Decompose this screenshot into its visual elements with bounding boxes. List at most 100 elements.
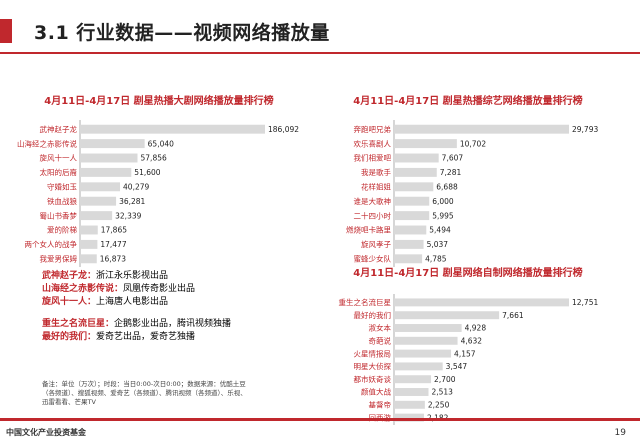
data-label: 5,037	[427, 240, 449, 249]
bar	[394, 124, 569, 134]
bar	[394, 311, 500, 320]
category-label: 花样姐姐	[361, 182, 391, 192]
category-label: 山海经之赤影传说	[17, 138, 77, 148]
title-accent-bar	[0, 19, 12, 43]
bar	[80, 182, 121, 192]
category-label: 蜜蜂少女队	[354, 254, 392, 264]
data-label: 4,928	[465, 324, 487, 333]
bar	[394, 153, 439, 163]
data-label: 5,494	[429, 226, 451, 235]
bar	[80, 239, 98, 249]
data-label: 4,157	[454, 349, 476, 358]
data-label: 36,281	[119, 197, 145, 206]
category-label: 旋风孝子	[361, 239, 391, 249]
category-label: 我们相爱吧	[354, 153, 392, 163]
category-label: 最好的我们	[354, 310, 392, 320]
variety-ranking-chart: 4月11日-4月17日 剧星热播综艺网络播放量排行榜 奔跑吧兄弟 29,793 欢乐喜…	[318, 94, 618, 267]
data-label: 2,700	[434, 375, 456, 384]
chart-title: 4月11日-4月17日 剧星网络自制网络播放量排行榜	[353, 266, 582, 279]
data-label: 2,513	[431, 388, 453, 397]
note-key: 最好的我们：	[42, 332, 97, 342]
note-text: 浙江永乐影视出品	[96, 271, 169, 281]
category-label: 燃烧吧卡路里	[346, 225, 391, 235]
data-label: 32,339	[115, 211, 141, 220]
chart-title: 4月11日-4月17日 剧星热播大剧网络播放量排行榜	[44, 94, 273, 107]
note-key: 重生之名流巨星：	[42, 319, 115, 329]
note-key: 旋风十一人：	[42, 297, 97, 307]
category-label: 明星大侦探	[354, 361, 392, 371]
bar	[394, 388, 429, 396]
bar	[80, 139, 145, 149]
bar	[80, 124, 265, 134]
bar	[80, 211, 113, 221]
bar	[394, 400, 425, 409]
data-label: 40,279	[123, 183, 149, 192]
category-label: 爱的阶梯	[47, 225, 77, 235]
bar	[394, 362, 443, 371]
bar	[394, 298, 569, 307]
category-label: 蜀山书香梦	[40, 210, 78, 220]
data-label: 4,785	[425, 255, 447, 264]
bar	[394, 413, 424, 422]
category-label: 太阳的后裔	[40, 167, 78, 177]
category-label: 我爱男保姆	[40, 254, 78, 264]
data-label: 7,607	[442, 154, 464, 163]
category-label: 淑女本	[369, 323, 392, 333]
category-label: 奇葩说	[369, 336, 392, 346]
category-label: 铁血战狼	[47, 196, 77, 206]
data-label: 57,856	[141, 154, 167, 163]
bar	[394, 139, 457, 149]
note-text: 凤凰传奇影业出品	[123, 284, 196, 294]
bar	[394, 196, 430, 206]
data-label: 16,873	[100, 255, 126, 264]
data-label: 7,281	[440, 168, 462, 177]
data-label: 17,477	[100, 240, 126, 249]
bar	[394, 375, 432, 384]
data-label: 4,632	[461, 337, 483, 346]
footer-organization: 中国文化产业投资基金	[6, 428, 86, 437]
data-label: 51,600	[134, 168, 160, 177]
bar	[394, 254, 423, 264]
note-text: 企鹅影业出品，腾讯视频独播	[114, 319, 232, 329]
bar	[394, 225, 427, 235]
category-label: 颜值大战	[361, 387, 391, 397]
category-label: 火星情报局	[354, 348, 392, 358]
page-title: 3.1 行业数据——视频网络播放量	[34, 22, 330, 44]
data-label: 5,995	[432, 211, 454, 220]
data-label: 2,250	[428, 401, 450, 410]
header-divider	[0, 52, 640, 54]
bar	[394, 239, 424, 249]
data-label: 65,040	[148, 139, 174, 148]
category-label: 欢乐喜剧人	[354, 138, 392, 148]
category-label: 我是歌手	[361, 167, 391, 177]
bar	[80, 153, 138, 163]
note-line: 重生之名流巨星：企鹅影业出品，腾讯视频独播	[42, 318, 272, 331]
data-label: 12,751	[572, 298, 598, 307]
data-label: 10,702	[460, 139, 486, 148]
note-line: 最好的我们：爱奇艺出品，爱奇艺独播	[42, 331, 272, 344]
bar	[394, 336, 458, 345]
category-label: 重生之名流巨星	[339, 297, 392, 307]
bar	[394, 349, 452, 358]
bar	[80, 167, 132, 177]
bar	[80, 225, 98, 235]
note-line: 旋风十一人：上海唐人电影出品	[42, 296, 272, 309]
production-notes: 武神赵子龙：浙江永乐影视出品 山海经之赤影传说：凤凰传奇影业出品 旋风十一人：上…	[42, 270, 272, 344]
bar	[394, 211, 430, 221]
category-label: 奔跑吧兄弟	[354, 124, 392, 134]
data-label: 29,793	[572, 125, 598, 134]
bar	[394, 324, 462, 332]
category-label: 武神赵子龙	[40, 124, 78, 134]
note-key: 山海经之赤影传说：	[42, 284, 124, 294]
data-label: 6,000	[432, 197, 454, 206]
drama-ranking-chart: 4月11日-4月17日 剧星热播大剧网络播放量排行榜 武神赵子龙 186,092 山海…	[4, 94, 314, 267]
bar	[80, 254, 97, 264]
page-number: 19	[614, 428, 626, 438]
category-label: 两个女人的战争	[25, 239, 78, 249]
category-label: 回西游	[369, 412, 392, 422]
chart-title: 4月11日-4月17日 剧星热播综艺网络播放量排行榜	[353, 94, 582, 107]
data-label: 17,865	[101, 226, 127, 235]
note-text: 上海唐人电影出品	[96, 297, 169, 307]
